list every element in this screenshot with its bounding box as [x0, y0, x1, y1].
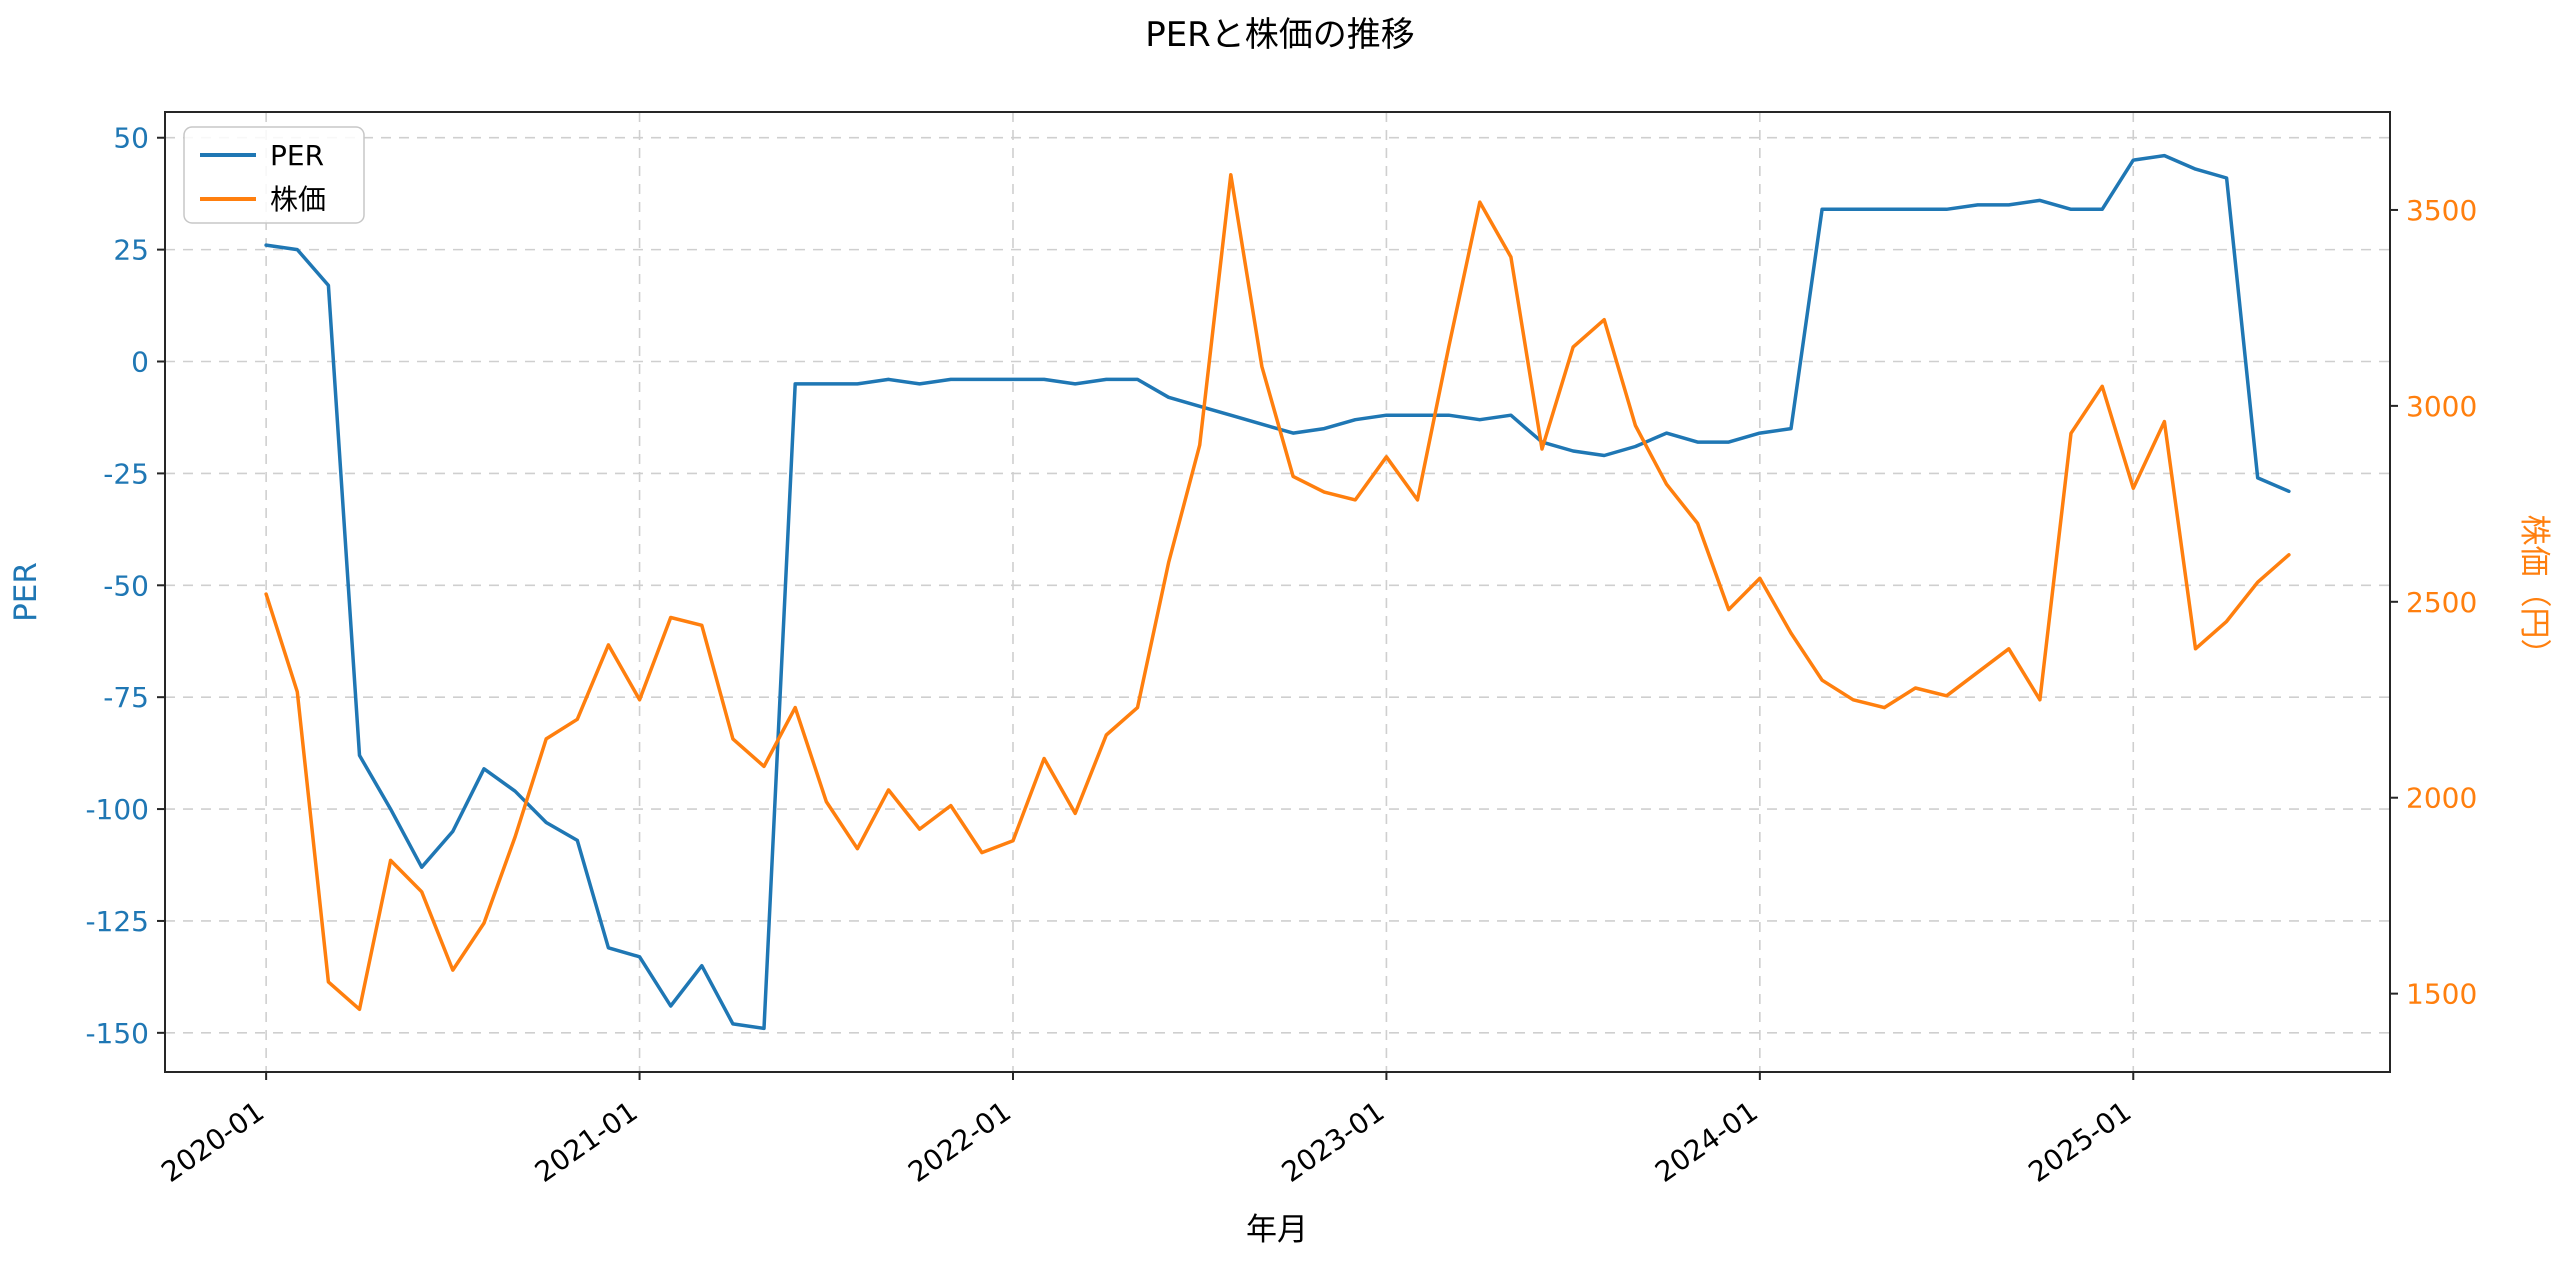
y-tick-right-label: 3000 [2406, 390, 2477, 423]
kabuka-line [264, 172, 2291, 1012]
x-tick-label: 2023-01 [1276, 1095, 1391, 1189]
y-tick-left-label: -25 [103, 457, 149, 490]
y-tick-left-label: 50 [113, 122, 149, 155]
y-tick-right-label: 2000 [2406, 782, 2477, 815]
y-tick-left-label: -150 [85, 1017, 149, 1050]
x-tick-label: 2021-01 [529, 1095, 644, 1189]
plot-border [164, 111, 2391, 1073]
y-tick-left-label: -50 [103, 569, 149, 602]
y-tick-left-label: -75 [103, 681, 149, 714]
y-tick-left-label: -125 [85, 905, 149, 938]
x-tick-label: 2020-01 [155, 1095, 270, 1189]
y-axis-label-right: 株価（円） [2516, 515, 2552, 670]
y-tick-left-label: -100 [85, 793, 149, 826]
y-tick-right-label: 3500 [2406, 194, 2477, 227]
legend-label-per: PER [270, 139, 324, 172]
y-tick-left-label: 0 [131, 346, 149, 379]
legend-label-kabuka: 株価 [270, 183, 326, 216]
x-tick-label: 2022-01 [902, 1095, 1017, 1189]
per-line [264, 153, 2291, 1031]
y-axis-label-left: PER [8, 562, 44, 622]
y-tick-right-label: 2500 [2406, 586, 2477, 619]
chart-title: PERと株価の推移 [1145, 15, 1415, 55]
x-tick-label: 2024-01 [1649, 1095, 1764, 1189]
y-tick-right-label: 1500 [2406, 978, 2477, 1011]
chart-generated-layer: 50 25 0 -25 -50 -75 -100 -125 -150 1500 2000 2500 30… [85, 111, 2477, 1189]
x-axis-label: 年月 [1246, 1212, 1308, 1248]
y-tick-left-label: 25 [113, 234, 149, 267]
legend: PER 株価 [183, 126, 365, 224]
x-tick-label: 2025-01 [2023, 1095, 2138, 1189]
